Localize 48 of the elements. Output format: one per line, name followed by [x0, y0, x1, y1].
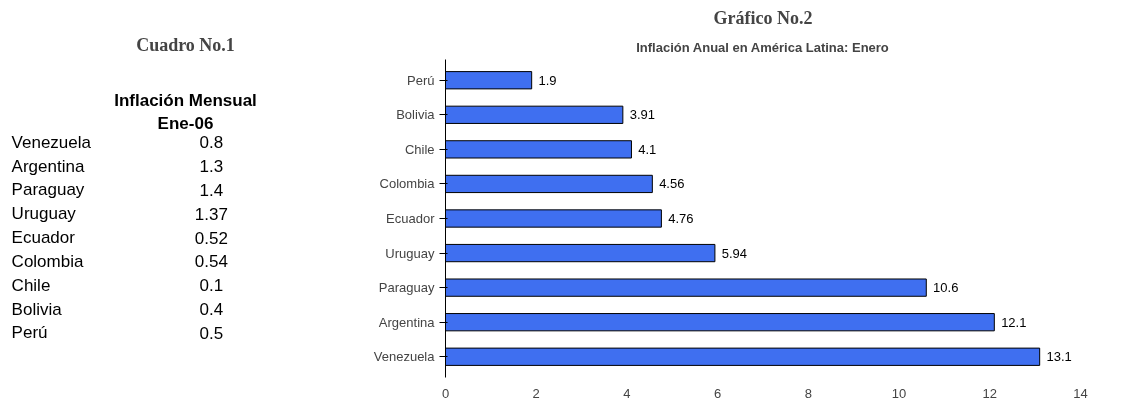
x-tick-label: 2: [532, 385, 540, 401]
text: Uruguay: [11, 204, 77, 224]
text: Paraguay: [11, 180, 85, 200]
x-tick-label: 12: [982, 385, 998, 401]
y-tick-label: Ecuador: [386, 211, 436, 226]
text: Argentina: [11, 156, 85, 176]
data-label: 12.1: [1001, 314, 1027, 330]
text: Venezuela: [11, 132, 92, 152]
x-tick-label: 0: [441, 385, 450, 401]
text: Colombia: [11, 251, 84, 271]
y-tick-label: Argentina: [378, 314, 436, 330]
x-tick-label: 6: [714, 385, 722, 401]
x-tick-label: 8: [804, 385, 812, 401]
text: 0.1: [199, 276, 224, 296]
data-label: 13.1: [1046, 349, 1072, 365]
chart-subtitle: Inflación Anual en América Latina: Enero: [636, 39, 889, 55]
text: 1.4: [199, 180, 224, 200]
text: 1.37: [194, 204, 228, 224]
data-label: 10.6: [933, 280, 959, 296]
y-tick-label: Chile: [404, 141, 435, 157]
data-label: 1.9: [538, 72, 557, 88]
text: 0.4: [199, 300, 224, 320]
y-tick-label: Venezuela: [373, 349, 436, 365]
data-label: 5.94: [721, 245, 748, 261]
data-label: 4.1: [638, 141, 657, 157]
text: 0.5: [199, 323, 224, 343]
x-tick-label: 10: [891, 385, 907, 401]
text: 0.8: [199, 133, 224, 153]
y-tick-label: Uruguay: [385, 245, 435, 261]
y-tick-label: Paraguay: [378, 280, 435, 296]
text: Chile: [11, 275, 51, 295]
text: 0.54: [194, 252, 228, 272]
text: 1.3: [199, 157, 224, 177]
x-tick-label: 14: [1073, 385, 1088, 401]
text: Cuadro No.1: [136, 34, 235, 55]
y-tick-label: Colombia: [379, 176, 436, 192]
text: Perú: [11, 323, 48, 343]
y-tick-label: Perú: [407, 72, 435, 88]
text: 0.52: [194, 228, 228, 248]
text: Bolivia: [11, 299, 63, 319]
data-label: 4.76: [668, 211, 694, 226]
text: Inflación Mensual Ene-06: [114, 91, 257, 134]
data-label: 4.56: [659, 176, 685, 192]
y-tick-label: Bolivia: [396, 107, 436, 123]
chart-title: Gráfico No.2: [713, 7, 813, 28]
x-tick-label: 4: [623, 385, 631, 401]
text: Ecuador: [11, 228, 76, 248]
data-label: 3.91: [629, 107, 655, 123]
